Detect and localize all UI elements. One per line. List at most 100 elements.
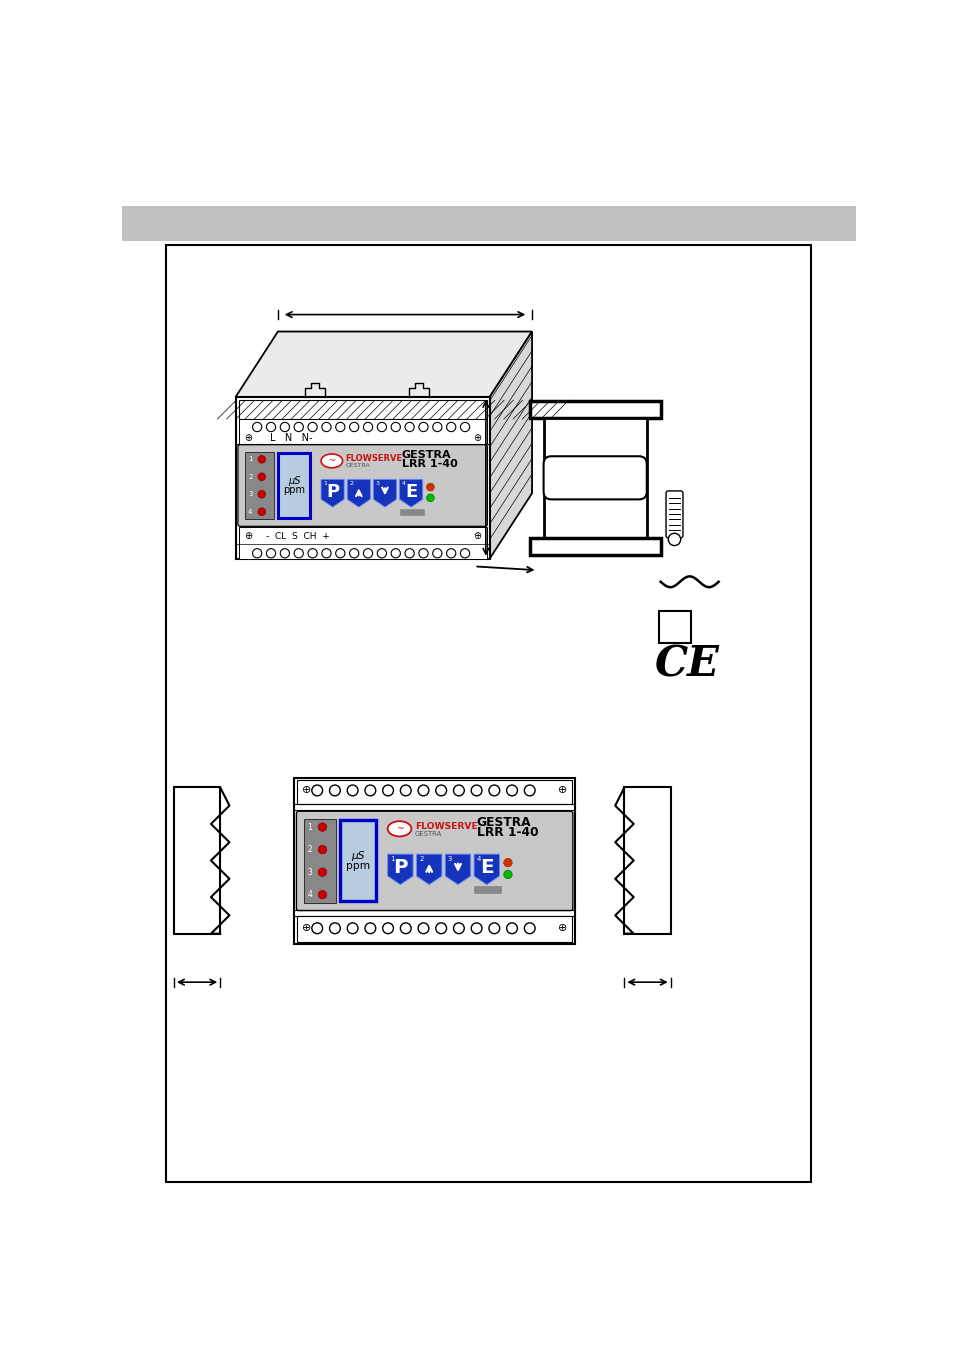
Circle shape xyxy=(446,549,456,558)
Circle shape xyxy=(363,549,373,558)
Text: GESTRA: GESTRA xyxy=(415,831,441,836)
Text: 2: 2 xyxy=(418,855,423,862)
Text: 4: 4 xyxy=(476,855,480,862)
Circle shape xyxy=(266,423,275,431)
Text: μS: μS xyxy=(351,851,364,861)
Circle shape xyxy=(308,423,317,431)
Text: ppm: ppm xyxy=(283,485,305,494)
Circle shape xyxy=(321,423,331,431)
Circle shape xyxy=(376,549,386,558)
Circle shape xyxy=(349,423,358,431)
Ellipse shape xyxy=(387,821,411,836)
Circle shape xyxy=(506,785,517,796)
Bar xyxy=(340,820,375,901)
Circle shape xyxy=(335,423,345,431)
Bar xyxy=(235,397,489,559)
Circle shape xyxy=(318,867,326,877)
Polygon shape xyxy=(321,480,344,507)
Circle shape xyxy=(347,923,357,934)
Text: ⊕: ⊕ xyxy=(558,785,567,796)
Bar xyxy=(529,401,659,417)
Text: FLOWSERVE: FLOWSERVE xyxy=(415,821,477,831)
Text: 4: 4 xyxy=(248,509,253,515)
Text: 2: 2 xyxy=(349,481,354,486)
Text: GESTRA: GESTRA xyxy=(401,450,451,459)
Polygon shape xyxy=(235,331,532,397)
Circle shape xyxy=(318,846,326,854)
Circle shape xyxy=(280,423,289,431)
Bar xyxy=(297,780,572,804)
Circle shape xyxy=(318,823,326,831)
Bar xyxy=(399,508,424,515)
Circle shape xyxy=(460,423,469,431)
Circle shape xyxy=(453,785,464,796)
Circle shape xyxy=(453,923,464,934)
Text: E: E xyxy=(479,858,493,877)
Bar xyxy=(624,788,670,934)
Bar xyxy=(245,451,274,519)
Circle shape xyxy=(253,549,261,558)
Circle shape xyxy=(382,785,393,796)
Circle shape xyxy=(329,923,340,934)
Text: ⊕: ⊕ xyxy=(473,531,481,542)
Circle shape xyxy=(471,785,481,796)
Circle shape xyxy=(668,534,679,546)
Circle shape xyxy=(363,423,373,431)
Circle shape xyxy=(347,785,357,796)
Text: ~: ~ xyxy=(395,824,403,834)
Text: 3: 3 xyxy=(447,855,452,862)
Bar xyxy=(529,538,659,555)
FancyBboxPatch shape xyxy=(543,457,646,500)
Text: P: P xyxy=(393,858,407,877)
Circle shape xyxy=(294,549,303,558)
Polygon shape xyxy=(445,854,470,885)
Circle shape xyxy=(257,455,265,463)
Circle shape xyxy=(418,549,428,558)
Bar xyxy=(474,886,500,893)
Circle shape xyxy=(400,785,411,796)
FancyBboxPatch shape xyxy=(665,490,682,538)
Circle shape xyxy=(488,923,499,934)
Circle shape xyxy=(524,785,535,796)
Text: 1: 1 xyxy=(390,855,395,862)
Circle shape xyxy=(318,890,326,898)
Text: ~: ~ xyxy=(328,457,335,465)
Ellipse shape xyxy=(321,454,342,467)
Circle shape xyxy=(266,549,275,558)
Text: 3: 3 xyxy=(248,492,253,497)
Circle shape xyxy=(433,549,441,558)
Text: P: P xyxy=(326,482,339,501)
Text: 4: 4 xyxy=(401,481,405,486)
Circle shape xyxy=(503,870,512,878)
Text: L   N   N-: L N N- xyxy=(270,432,313,443)
Bar xyxy=(297,916,572,942)
Circle shape xyxy=(446,423,456,431)
Bar xyxy=(543,417,646,538)
Text: 2: 2 xyxy=(307,846,312,854)
Text: ⊕: ⊕ xyxy=(301,785,311,796)
Circle shape xyxy=(280,549,289,558)
Circle shape xyxy=(294,423,303,431)
Circle shape xyxy=(391,423,400,431)
Bar xyxy=(121,205,856,242)
Circle shape xyxy=(312,785,322,796)
Circle shape xyxy=(400,923,411,934)
Text: ⊕: ⊕ xyxy=(244,531,252,542)
Polygon shape xyxy=(373,480,396,507)
Circle shape xyxy=(329,785,340,796)
Polygon shape xyxy=(347,480,370,507)
Polygon shape xyxy=(474,854,499,885)
Circle shape xyxy=(257,473,265,481)
Circle shape xyxy=(433,423,441,431)
Polygon shape xyxy=(489,331,532,559)
Text: 1: 1 xyxy=(307,823,312,832)
Text: ⊕: ⊕ xyxy=(558,923,567,934)
Circle shape xyxy=(365,785,375,796)
Circle shape xyxy=(312,923,322,934)
Circle shape xyxy=(506,923,517,934)
Text: -  CL  S  CH  +: - CL S CH + xyxy=(266,532,330,540)
Text: GESTRA: GESTRA xyxy=(345,463,370,467)
Text: ⊕: ⊕ xyxy=(301,923,311,934)
Circle shape xyxy=(503,858,512,867)
Circle shape xyxy=(257,508,265,516)
